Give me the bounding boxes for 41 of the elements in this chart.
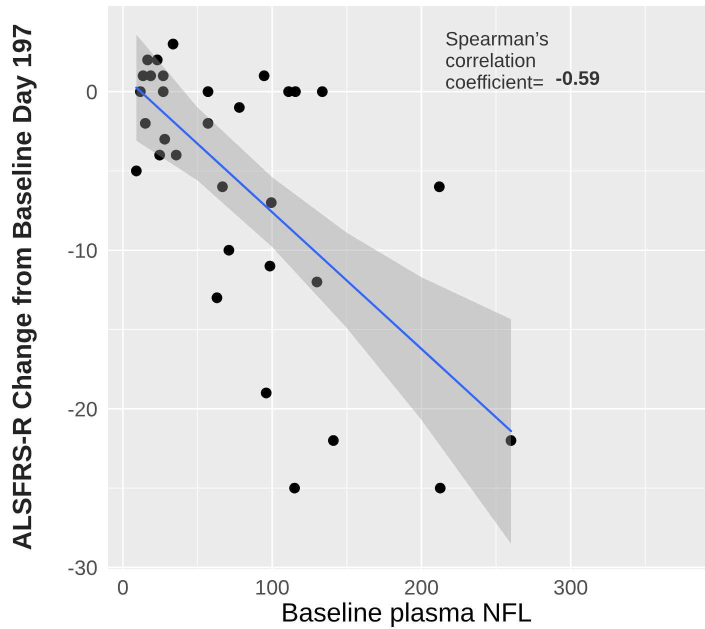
point [224,244,234,256]
point [266,197,277,208]
point [264,260,276,272]
point [154,150,166,160]
y-tick-label: 0 [86,84,97,100]
point [312,276,322,288]
point [212,292,222,304]
point [159,134,170,145]
point [217,181,228,192]
annotation: Spearman’s correlation coefficient= [446,32,548,89]
point [258,70,270,82]
point [316,86,328,98]
point [328,435,339,446]
point [234,102,245,113]
point [434,482,446,494]
point [260,388,272,398]
point [290,86,301,98]
point [158,70,169,82]
y-tick-label: -10 [68,243,97,258]
point [289,482,300,494]
point [202,118,214,129]
point [168,38,178,50]
point [145,70,156,82]
point [506,435,516,446]
y-axis-title: ALSFRS-R Change from Baseline Day 197 [12,24,37,550]
annotation: -0.59 [556,71,600,85]
y-tick-label: -20 [68,402,97,417]
point [158,86,169,98]
x-tick-label: 200 [405,580,438,595]
y-tick-label: -30 [68,560,97,576]
point [202,86,214,98]
point [142,54,153,66]
point [170,150,182,160]
x-tick-label: 300 [554,580,588,595]
x-axis-title: Baseline plasma NFL [283,602,532,627]
point [140,118,151,129]
x-tick-label: 100 [256,580,289,595]
point [152,54,163,66]
point [130,166,142,176]
point [434,181,445,192]
x-tick-label: 0 [118,580,128,595]
